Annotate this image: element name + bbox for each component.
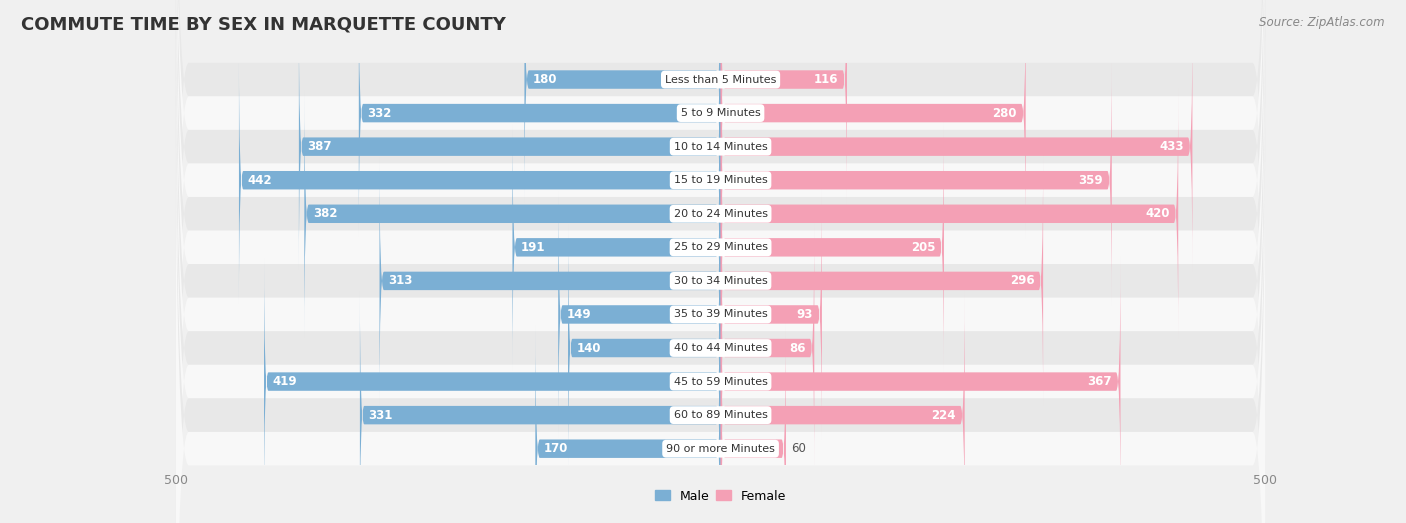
Text: 332: 332 xyxy=(367,107,392,120)
FancyBboxPatch shape xyxy=(721,156,1043,406)
Text: 180: 180 xyxy=(533,73,558,86)
FancyBboxPatch shape xyxy=(558,189,721,439)
Text: 93: 93 xyxy=(797,308,813,321)
FancyBboxPatch shape xyxy=(299,21,721,271)
Text: 359: 359 xyxy=(1078,174,1104,187)
Text: 5 to 9 Minutes: 5 to 9 Minutes xyxy=(681,108,761,118)
Text: 420: 420 xyxy=(1144,207,1170,220)
FancyBboxPatch shape xyxy=(721,290,965,523)
Text: 45 to 59 Minutes: 45 to 59 Minutes xyxy=(673,377,768,386)
Text: 419: 419 xyxy=(273,375,297,388)
FancyBboxPatch shape xyxy=(568,223,721,473)
FancyBboxPatch shape xyxy=(721,55,1112,305)
Text: COMMUTE TIME BY SEX IN MARQUETTE COUNTY: COMMUTE TIME BY SEX IN MARQUETTE COUNTY xyxy=(21,16,506,33)
Text: Source: ZipAtlas.com: Source: ZipAtlas.com xyxy=(1260,16,1385,29)
FancyBboxPatch shape xyxy=(304,89,721,339)
Text: 313: 313 xyxy=(388,275,412,288)
FancyBboxPatch shape xyxy=(536,324,721,523)
Text: 15 to 19 Minutes: 15 to 19 Minutes xyxy=(673,175,768,185)
Text: 60 to 89 Minutes: 60 to 89 Minutes xyxy=(673,410,768,420)
FancyBboxPatch shape xyxy=(239,55,721,305)
FancyBboxPatch shape xyxy=(512,122,721,372)
Text: 280: 280 xyxy=(993,107,1017,120)
FancyBboxPatch shape xyxy=(176,0,1265,523)
FancyBboxPatch shape xyxy=(176,29,1265,523)
Legend: Male, Female: Male, Female xyxy=(650,484,792,507)
Text: 40 to 44 Minutes: 40 to 44 Minutes xyxy=(673,343,768,353)
Text: 30 to 34 Minutes: 30 to 34 Minutes xyxy=(673,276,768,286)
Text: 433: 433 xyxy=(1159,140,1184,153)
FancyBboxPatch shape xyxy=(721,21,1192,271)
FancyBboxPatch shape xyxy=(176,0,1265,523)
FancyBboxPatch shape xyxy=(176,63,1265,523)
Text: 191: 191 xyxy=(522,241,546,254)
FancyBboxPatch shape xyxy=(176,0,1265,523)
FancyBboxPatch shape xyxy=(360,290,721,523)
FancyBboxPatch shape xyxy=(721,0,846,204)
FancyBboxPatch shape xyxy=(721,257,1121,507)
Text: 224: 224 xyxy=(931,408,956,422)
Text: 387: 387 xyxy=(308,140,332,153)
FancyBboxPatch shape xyxy=(721,223,814,473)
Text: 331: 331 xyxy=(368,408,394,422)
FancyBboxPatch shape xyxy=(264,257,721,507)
FancyBboxPatch shape xyxy=(176,0,1265,523)
FancyBboxPatch shape xyxy=(721,324,786,523)
FancyBboxPatch shape xyxy=(176,0,1265,499)
FancyBboxPatch shape xyxy=(176,0,1265,465)
FancyBboxPatch shape xyxy=(380,156,721,406)
FancyBboxPatch shape xyxy=(176,0,1265,523)
Text: 60: 60 xyxy=(792,442,806,455)
Text: 20 to 24 Minutes: 20 to 24 Minutes xyxy=(673,209,768,219)
FancyBboxPatch shape xyxy=(176,0,1265,523)
FancyBboxPatch shape xyxy=(176,0,1265,523)
Text: 90 or more Minutes: 90 or more Minutes xyxy=(666,444,775,453)
Text: 170: 170 xyxy=(544,442,568,455)
Text: 367: 367 xyxy=(1087,375,1112,388)
FancyBboxPatch shape xyxy=(721,189,823,439)
Text: 10 to 14 Minutes: 10 to 14 Minutes xyxy=(673,142,768,152)
Text: Less than 5 Minutes: Less than 5 Minutes xyxy=(665,75,776,85)
Text: 25 to 29 Minutes: 25 to 29 Minutes xyxy=(673,242,768,252)
Text: 116: 116 xyxy=(814,73,838,86)
Text: 35 to 39 Minutes: 35 to 39 Minutes xyxy=(673,310,768,320)
Text: 296: 296 xyxy=(1010,275,1035,288)
Text: 442: 442 xyxy=(247,174,273,187)
Text: 149: 149 xyxy=(567,308,592,321)
FancyBboxPatch shape xyxy=(524,0,721,204)
Text: 382: 382 xyxy=(314,207,337,220)
FancyBboxPatch shape xyxy=(721,122,943,372)
FancyBboxPatch shape xyxy=(176,0,1265,523)
FancyBboxPatch shape xyxy=(721,0,1026,238)
FancyBboxPatch shape xyxy=(359,0,721,238)
FancyBboxPatch shape xyxy=(721,89,1178,339)
Text: 205: 205 xyxy=(911,241,935,254)
Text: 86: 86 xyxy=(789,342,806,355)
Text: 140: 140 xyxy=(576,342,602,355)
